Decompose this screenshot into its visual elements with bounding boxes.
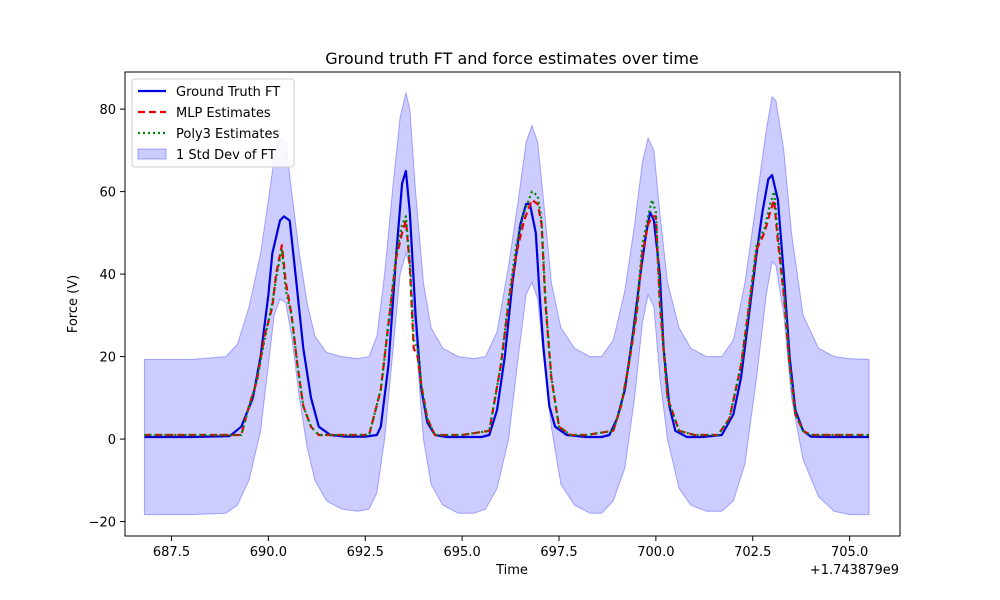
series-poly3-estimates xyxy=(144,190,869,437)
x-tick-label: 690.0 xyxy=(250,545,287,560)
y-tick-label: 20 xyxy=(99,351,116,366)
legend-box xyxy=(131,78,295,168)
x-tick-label: 687.5 xyxy=(153,545,190,560)
y-tick-label: 0 xyxy=(108,433,116,448)
x-tick-label: 702.5 xyxy=(734,545,771,560)
x-tick-label: 692.5 xyxy=(347,545,384,560)
y-tick-label: 80 xyxy=(99,103,116,118)
y-axis: −20 0 20 40 60 80 xyxy=(89,103,125,531)
legend-poly3-estimates-label: Poly3 Estimates xyxy=(176,127,279,142)
plot-area xyxy=(143,92,870,516)
series-1-std-dev-of-ft xyxy=(143,92,870,516)
plot-frame xyxy=(124,71,901,537)
x-tick-label: 705.0 xyxy=(831,545,868,560)
legend-ground-truth-ft-label: Ground Truth FT xyxy=(176,85,280,100)
legend-mlp-estimates-label: MLP Estimates xyxy=(176,106,271,121)
x-axis: 687.5 690.0 692.5 695.0 697.5 700.0 702.5 705.0 xyxy=(153,536,868,560)
x-tick-label: 695.0 xyxy=(444,545,481,560)
y-axis-label: Force (V) xyxy=(66,275,81,333)
x-axis-offset-label: +1.743879e9 xyxy=(810,563,899,578)
y-tick-label: 40 xyxy=(99,268,116,283)
y-tick-label: 60 xyxy=(99,186,116,201)
y-tick-label: −20 xyxy=(89,516,116,531)
legend-1-std-dev-of-ft-swatch xyxy=(137,148,167,160)
chart-title: Ground truth FT and force estimates over… xyxy=(325,49,699,68)
x-tick-label: 697.5 xyxy=(540,545,577,560)
legend: Ground Truth FT MLP Estimates Poly3 Estima… xyxy=(131,78,295,168)
legend-1-std-dev-of-ft-label: 1 Std Dev of FT xyxy=(176,148,276,163)
series-mlp-estimates xyxy=(144,198,869,437)
x-tick-label: 700.0 xyxy=(637,545,674,560)
x-axis-label: Time xyxy=(495,563,528,578)
